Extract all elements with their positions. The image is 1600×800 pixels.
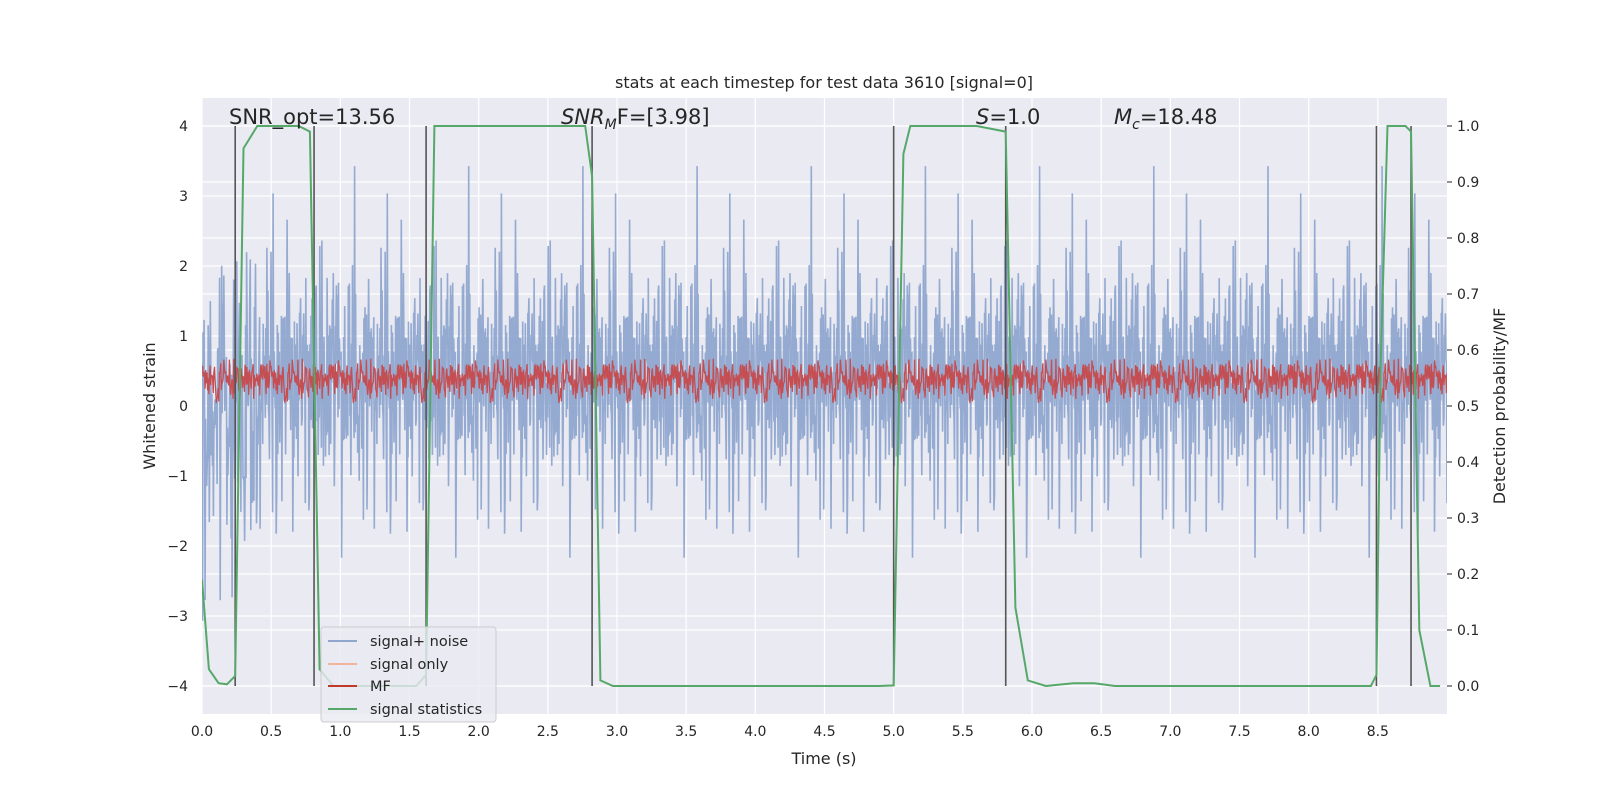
annotation-mc-sub: c — [1132, 117, 1140, 133]
mf-series-line — [202, 358, 1447, 403]
annotation-mc: Mc=18.48 — [1114, 105, 1218, 133]
y-left-tick-label: −4 — [167, 679, 188, 695]
y-left-tick-label: −2 — [167, 539, 188, 555]
chart-title: stats at each timestep for test data 361… — [615, 73, 1033, 92]
x-tick-label: 3.0 — [606, 724, 628, 740]
legend-label-signal-only: signal only — [370, 657, 449, 673]
tick-layer: 0.0 0.5 1.0 1.5 2.0 2.5 3.0 3.5 4.0 4.5 5.0 5.5 6.0 6… — [167, 119, 1479, 740]
annotation-snr-opt: SNR_opt=13.56 — [229, 105, 395, 130]
legend: signal+ noise signal only MF signal stat… — [320, 626, 497, 723]
x-tick-label: 7.0 — [1159, 724, 1181, 740]
y-left-tick-label: −1 — [167, 469, 188, 485]
annotation-s-value: =1.0 — [989, 105, 1040, 129]
x-tick-label: 8.0 — [1298, 724, 1320, 740]
y-left-tick-label: 1 — [179, 329, 188, 345]
y-right-tick-label: 0.5 — [1457, 399, 1479, 415]
y-left-tick-label: 0 — [179, 399, 188, 415]
annotation-snr-mf: SNRMF=[3.98] — [561, 105, 710, 133]
x-tick-label: 2.5 — [537, 724, 559, 740]
y-right-tick-label: 0.1 — [1457, 623, 1479, 639]
y-right-tick-label: 0.0 — [1457, 679, 1479, 695]
x-tick-label: 0.5 — [260, 724, 282, 740]
annotations: SNR_opt=13.56 SNRMF=[3.98] S=1.0 Mc=18.4… — [229, 105, 1218, 133]
x-tick-label: 6.5 — [1090, 724, 1112, 740]
y-right-tick-label: 1.0 — [1457, 119, 1479, 135]
y-left-tick-label: 2 — [179, 259, 188, 275]
legend-label-mf: MF — [370, 679, 391, 695]
y-right-tick-label: 0.8 — [1457, 231, 1479, 247]
data-layer — [202, 125, 1447, 688]
annotation-s-var: S — [976, 105, 989, 129]
y-axis-label-left: Whitened strain — [140, 342, 159, 469]
annotation-snr-mf-prefix: SNR — [561, 105, 605, 129]
x-tick-label: 5.0 — [883, 724, 905, 740]
x-tick-label: 3.5 — [675, 724, 697, 740]
x-axis-label: Time (s) — [790, 749, 856, 768]
x-tick-label: 0.0 — [191, 724, 213, 740]
y-right-tick-label: 0.7 — [1457, 287, 1479, 303]
y-right-tick-label: 0.2 — [1457, 567, 1479, 583]
y-right-tick-label: 0.9 — [1457, 175, 1479, 191]
y-right-tick-label: 0.3 — [1457, 511, 1479, 527]
annotation-mc-value: =18.48 — [1140, 105, 1218, 129]
x-tick-label: 2.0 — [468, 724, 490, 740]
x-tick-label: 4.0 — [744, 724, 766, 740]
annotation-s: S=1.0 — [976, 105, 1040, 129]
annotation-snr-mf-sub: M — [605, 117, 617, 133]
legend-box — [320, 626, 497, 723]
annotation-snr-mf-suffix: F=[3.98] — [617, 105, 710, 129]
x-tick-label: 1.5 — [398, 724, 420, 740]
y-left-tick-label: −3 — [167, 609, 188, 625]
x-tick-label: 7.5 — [1228, 724, 1250, 740]
legend-label-signal-statistics: signal statistics — [370, 702, 482, 718]
y-left-tick-label: 4 — [179, 119, 188, 135]
y-right-tick-label: 0.6 — [1457, 343, 1479, 359]
y-axis-label-right: Detection probability/MF — [1490, 308, 1509, 505]
x-tick-label: 6.0 — [1021, 724, 1043, 740]
x-tick-label: 8.5 — [1367, 724, 1389, 740]
y-left-tick-label: 3 — [179, 189, 188, 205]
x-tick-label: 4.5 — [813, 724, 835, 740]
annotation-mc-var: M — [1114, 105, 1132, 129]
signal-statistics-line — [202, 125, 1441, 688]
y-right-tick-label: 0.4 — [1457, 455, 1479, 471]
legend-label-noise: signal+ noise — [370, 634, 468, 650]
x-tick-label: 1.0 — [329, 724, 351, 740]
x-tick-label: 5.5 — [952, 724, 974, 740]
